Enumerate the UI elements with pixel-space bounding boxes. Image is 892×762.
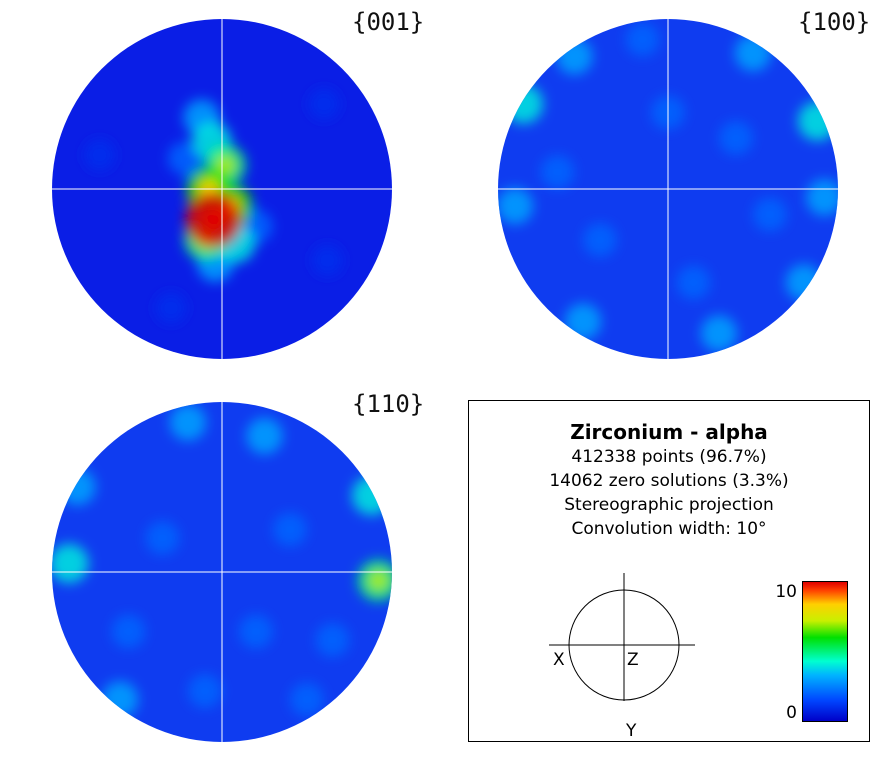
intensity-hotspot	[785, 264, 823, 301]
intensity-hotspot	[290, 682, 324, 717]
intensity-hotspot	[312, 245, 343, 276]
intensity-hotspot	[188, 674, 222, 708]
axis-label-x: X	[553, 650, 565, 670]
legend-convolution: Convolution width: 10°	[571, 519, 767, 539]
intensity-hotspot	[806, 179, 838, 216]
legend-panel: Zirconium - alpha 412338 points (96.7%) …	[468, 400, 870, 742]
intensity-hotspot	[583, 223, 617, 257]
intensity-hotspot	[734, 34, 772, 72]
intensity-hotspot-core	[368, 571, 388, 590]
pole-figure-label: {110}	[352, 390, 425, 418]
legend-zero-solutions: 14062 zero solutions (3.3%)	[549, 471, 789, 491]
pole-figure-label: {001}	[352, 8, 425, 36]
intensity-hotspot	[315, 623, 350, 657]
intensity-hotspot	[246, 417, 283, 455]
axis-label-z: Z	[627, 650, 639, 670]
intensity-hotspot	[52, 543, 89, 584]
legend-title: Zirconium - alpha	[570, 420, 768, 444]
intensity-hotspot	[753, 197, 787, 232]
intensity-hotspot	[556, 38, 593, 75]
intensity-hotspot	[676, 265, 711, 300]
pole-figure-100	[498, 19, 838, 359]
reference-frame-diagram	[549, 573, 695, 701]
intensity-hotspot	[308, 88, 340, 120]
intensity-hotspot	[273, 512, 307, 547]
intensity-hotspot	[239, 614, 273, 649]
legend-points: 412338 points (96.7%)	[571, 447, 767, 467]
intensity-hotspot	[59, 468, 96, 506]
intensity-hotspot	[145, 521, 180, 555]
intensity-hotspot	[84, 139, 115, 171]
intensity-hotspot	[719, 121, 753, 155]
intensity-hotspot	[155, 292, 187, 324]
pole-figure-110	[52, 402, 392, 742]
intensity-hotspot-core	[200, 207, 227, 233]
colorbar	[802, 581, 848, 722]
intensity-hotspot	[564, 303, 602, 340]
colorbar-max-label: 10	[775, 582, 797, 602]
intensity-hotspot	[700, 315, 738, 352]
intensity-hotspot	[352, 475, 392, 516]
pole-figure-label: {100}	[798, 8, 871, 36]
intensity-hotspot	[498, 187, 534, 225]
legend-projection: Stereographic projection	[564, 495, 774, 515]
intensity-hotspot	[101, 681, 139, 718]
intensity-hotspot	[540, 155, 575, 189]
intensity-hotspot	[169, 404, 207, 441]
intensity-hotspot	[798, 101, 838, 141]
intensity-hotspot	[503, 84, 544, 124]
colorbar-min-label: 0	[786, 703, 797, 723]
intensity-hotspot	[625, 22, 660, 57]
axis-label-y: Y	[626, 721, 637, 741]
intensity-hotspot-core	[215, 155, 235, 175]
intensity-hotspot	[167, 141, 202, 176]
intensity-hotspot	[111, 614, 146, 649]
pole-figure-001	[52, 19, 392, 359]
